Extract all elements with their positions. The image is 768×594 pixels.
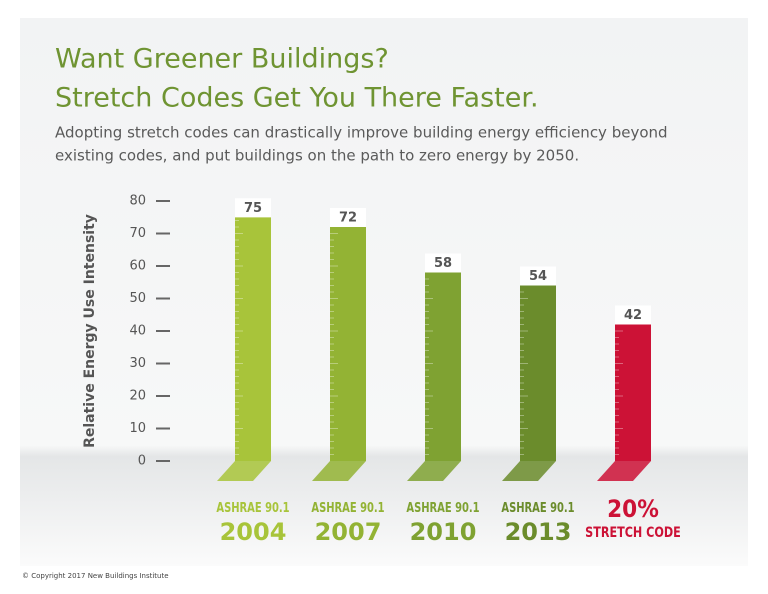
y-tick-label: 40 (129, 324, 146, 339)
value-label: 72 (339, 211, 357, 226)
x-tick-label: ASHRAE 90.1 (311, 500, 384, 515)
bar (235, 217, 271, 461)
bar (615, 324, 651, 461)
subtitle-line: existing codes, and put buildings on the… (55, 147, 579, 165)
subtitle-line: Adopting stretch codes can drastically i… (55, 124, 668, 142)
value-label: 54 (529, 269, 547, 284)
value-label-box (235, 198, 271, 218)
x-tick-label: ASHRAE 90.1 (501, 500, 574, 515)
value-label-box (425, 253, 461, 273)
y-tick-label: 50 (129, 291, 146, 306)
x-tick-label: 2004 (220, 518, 287, 546)
value-label-box (520, 266, 556, 286)
title-line: Want Greener Buildings? (55, 44, 389, 75)
x-tick-label: ASHRAE 90.1 (216, 500, 289, 515)
x-tick-label: 2007 (315, 518, 382, 546)
value-label-box (330, 208, 366, 227)
title-line: Stretch Codes Get You There Faster. (55, 83, 539, 114)
y-tick-label: 80 (129, 194, 146, 209)
bar-base (312, 461, 366, 481)
value-label: 58 (434, 256, 452, 271)
bar-base (597, 461, 651, 481)
value-label-box (615, 305, 651, 325)
y-axis-label: Relative Energy Use Intensity (82, 214, 98, 448)
bar (520, 285, 556, 461)
bar-base (502, 461, 556, 481)
y-tick-label: 10 (129, 421, 146, 436)
bar (425, 272, 461, 461)
y-tick-label: 30 (129, 356, 146, 371)
y-tick-label: 60 (129, 259, 146, 274)
x-tick-label: STRETCH CODE (585, 524, 681, 541)
x-tick-label: 2010 (410, 518, 477, 546)
value-label: 42 (624, 308, 642, 323)
copyright: © Copyright 2017 New Buildings Institute (22, 572, 169, 580)
x-tick-label: ASHRAE 90.1 (406, 500, 479, 515)
y-tick-label: 20 (129, 389, 146, 404)
y-tick-label: 0 (138, 454, 146, 469)
bar-base (407, 461, 461, 481)
y-tick-label: 70 (129, 226, 146, 241)
bar (330, 227, 366, 461)
x-tick-label: 20% (607, 495, 659, 523)
x-tick-label: 2013 (505, 518, 572, 546)
value-label: 75 (244, 201, 262, 216)
bar-base (217, 461, 271, 481)
